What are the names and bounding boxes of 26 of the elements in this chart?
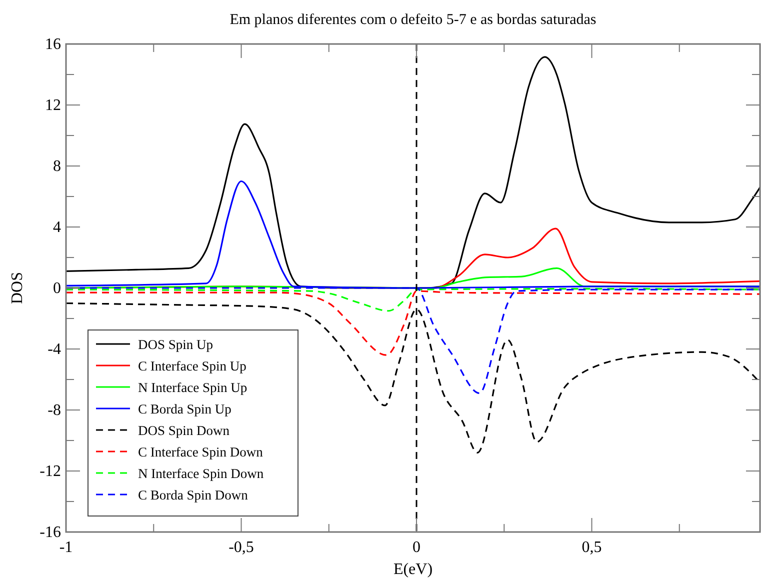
legend-label: C Borda Spin Down <box>138 488 248 502</box>
x-tick-label: -1 <box>59 539 73 556</box>
y-tick-label: -16 <box>40 524 61 541</box>
legend-label: C Interface Spin Up <box>138 358 247 374</box>
legend-label: N Interface Spin Down <box>138 466 264 481</box>
y-tick-label: 12 <box>45 97 61 114</box>
line-series <box>66 290 760 356</box>
legend-label: DOS Spin Down <box>138 423 230 438</box>
y-tick-label: 8 <box>53 158 61 175</box>
y-tick-label: -12 <box>40 463 61 480</box>
chart-title: Em planos diferentes com o defeito 5-7 e as bordas saturadas <box>230 12 596 28</box>
x-tick-label: 0,5 <box>582 539 602 556</box>
y-tick-label: 0 <box>53 280 61 297</box>
y-axis-title: DOS <box>9 272 26 304</box>
legend-label: C Borda Spin Up <box>138 402 232 416</box>
legend-label: DOS Spin Up <box>138 337 214 352</box>
y-tick-label: 4 <box>53 219 61 236</box>
x-tick-label: 0 <box>412 539 421 556</box>
y-tick-label: -8 <box>48 402 61 419</box>
x-axis-title: E(eV) <box>393 561 433 578</box>
y-tick-label: -4 <box>48 341 61 358</box>
x-tick-label: -0,5 <box>228 539 254 556</box>
line-series <box>66 56 760 289</box>
y-tick-label: 16 <box>45 36 61 53</box>
legend-label: N Interface Spin Up <box>138 380 248 395</box>
legend-label: C Interface Spin Down <box>138 444 264 460</box>
